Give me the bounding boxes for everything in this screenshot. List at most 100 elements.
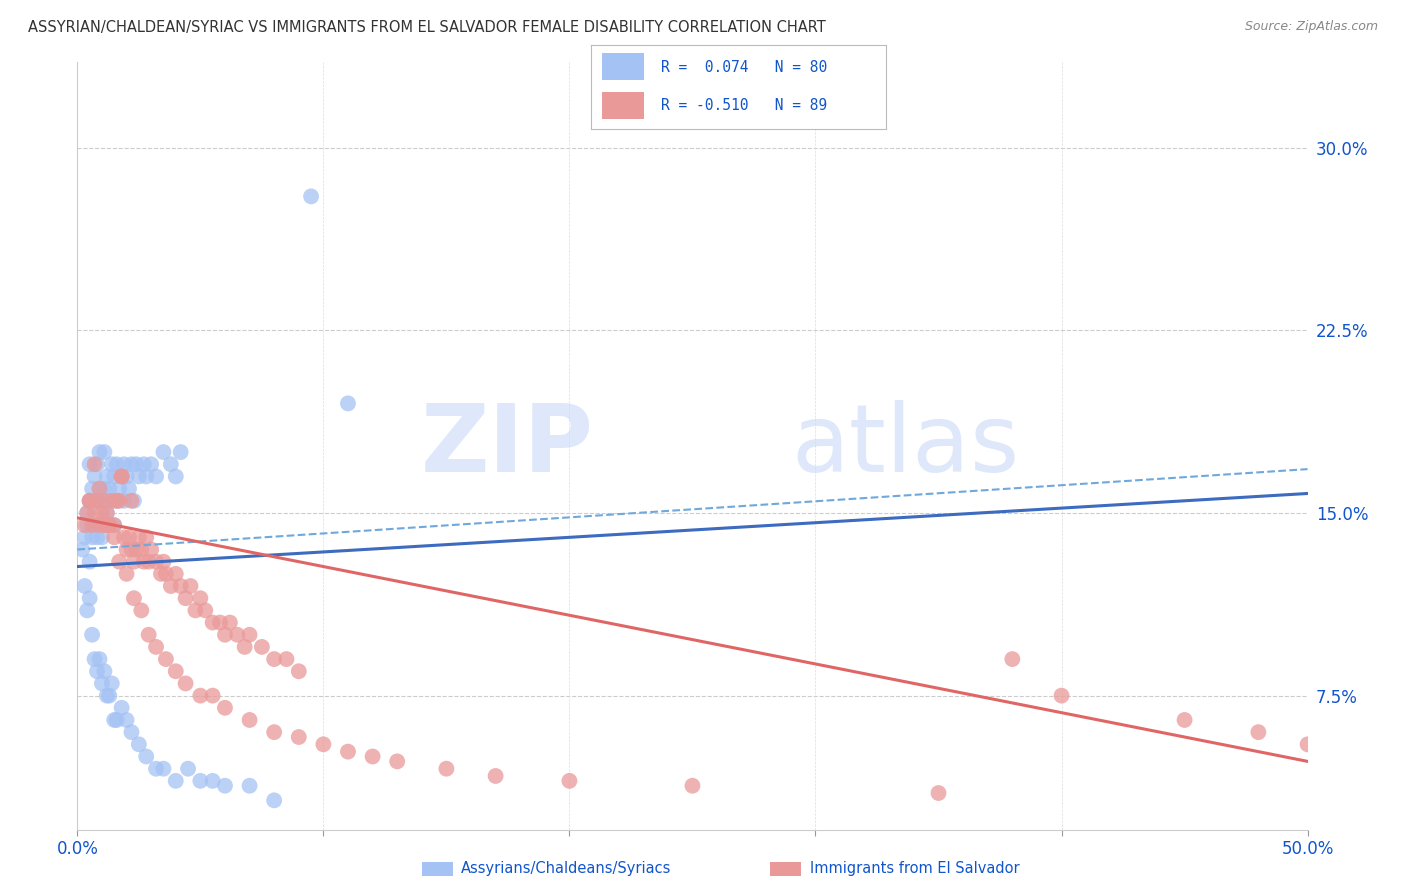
Point (98, 689, 121, 703)
Point (219, 615, 242, 630)
Point (436, 762, 458, 776)
Point (115, 713, 138, 727)
Point (155, 652, 177, 666)
Point (115, 542, 138, 557)
Point (121, 457, 143, 471)
Point (128, 530, 150, 544)
Point (152, 762, 174, 776)
Point (165, 773, 187, 788)
Point (122, 555, 145, 569)
Point (82, 518, 104, 533)
Point (93, 482, 115, 496)
Point (101, 493, 124, 508)
Point (79, 493, 101, 508)
Point (145, 640, 167, 654)
Point (558, 773, 581, 788)
Point (90, 676, 114, 690)
Point (90, 506, 114, 520)
Point (299, 189, 322, 203)
Point (194, 603, 217, 617)
Point (174, 676, 197, 690)
Point (89, 482, 111, 496)
Point (485, 769, 508, 783)
Point (112, 530, 135, 544)
Point (122, 591, 145, 606)
Point (141, 542, 163, 557)
Point (214, 628, 236, 642)
Point (209, 615, 232, 630)
Point (98, 518, 121, 533)
Point (105, 493, 128, 508)
Point (118, 482, 141, 496)
Point (76, 506, 98, 520)
Point (90, 530, 114, 544)
Point (337, 396, 360, 410)
Point (96, 689, 118, 703)
Point (135, 749, 157, 764)
Point (1296, 737, 1319, 751)
Point (337, 745, 360, 759)
Point (138, 628, 160, 642)
Text: R = -0.510   N = 89: R = -0.510 N = 89 (661, 98, 828, 113)
Point (103, 518, 125, 533)
Point (83, 518, 105, 533)
Point (79, 493, 101, 508)
Point (111, 469, 132, 483)
Point (141, 457, 163, 471)
Point (103, 530, 125, 544)
Point (312, 737, 335, 751)
Point (89, 482, 111, 496)
Point (214, 700, 236, 714)
Text: R =  0.074   N = 80: R = 0.074 N = 80 (661, 60, 828, 75)
Point (82, 628, 104, 642)
Point (152, 555, 174, 569)
Point (111, 700, 132, 714)
Text: atlas: atlas (792, 400, 1019, 492)
Point (201, 689, 224, 703)
Point (108, 555, 131, 569)
Point (188, 591, 212, 606)
Point (188, 689, 212, 703)
Point (174, 591, 197, 606)
Point (98, 482, 121, 496)
Point (385, 755, 409, 769)
Point (263, 725, 285, 739)
Point (115, 566, 138, 581)
Point (184, 603, 207, 617)
Point (118, 530, 141, 544)
Point (93, 445, 115, 459)
Point (93, 518, 115, 533)
Point (103, 713, 125, 727)
Point (250, 640, 273, 654)
Point (160, 457, 183, 471)
Point (86, 457, 108, 471)
Point (239, 628, 262, 642)
Point (138, 555, 160, 569)
Point (263, 793, 285, 807)
Point (682, 779, 704, 793)
Point (73, 518, 96, 533)
Point (86, 493, 108, 508)
Point (98, 518, 121, 533)
Point (73, 530, 96, 544)
Point (89, 652, 111, 666)
Point (150, 566, 173, 581)
Point (86, 530, 108, 544)
Point (83, 469, 105, 483)
Point (83, 457, 105, 471)
Point (103, 518, 125, 533)
Point (135, 469, 157, 483)
Point (145, 762, 167, 776)
Point (125, 542, 148, 557)
Point (928, 786, 950, 800)
Point (96, 506, 118, 520)
Point (89, 518, 111, 533)
Point (79, 555, 101, 569)
Text: Assyrians/Chaldeans/Syriacs: Assyrians/Chaldeans/Syriacs (461, 862, 672, 876)
Point (121, 542, 143, 557)
Point (111, 469, 132, 483)
Point (121, 493, 143, 508)
Point (1247, 725, 1270, 739)
Point (89, 518, 111, 533)
Point (73, 579, 96, 593)
